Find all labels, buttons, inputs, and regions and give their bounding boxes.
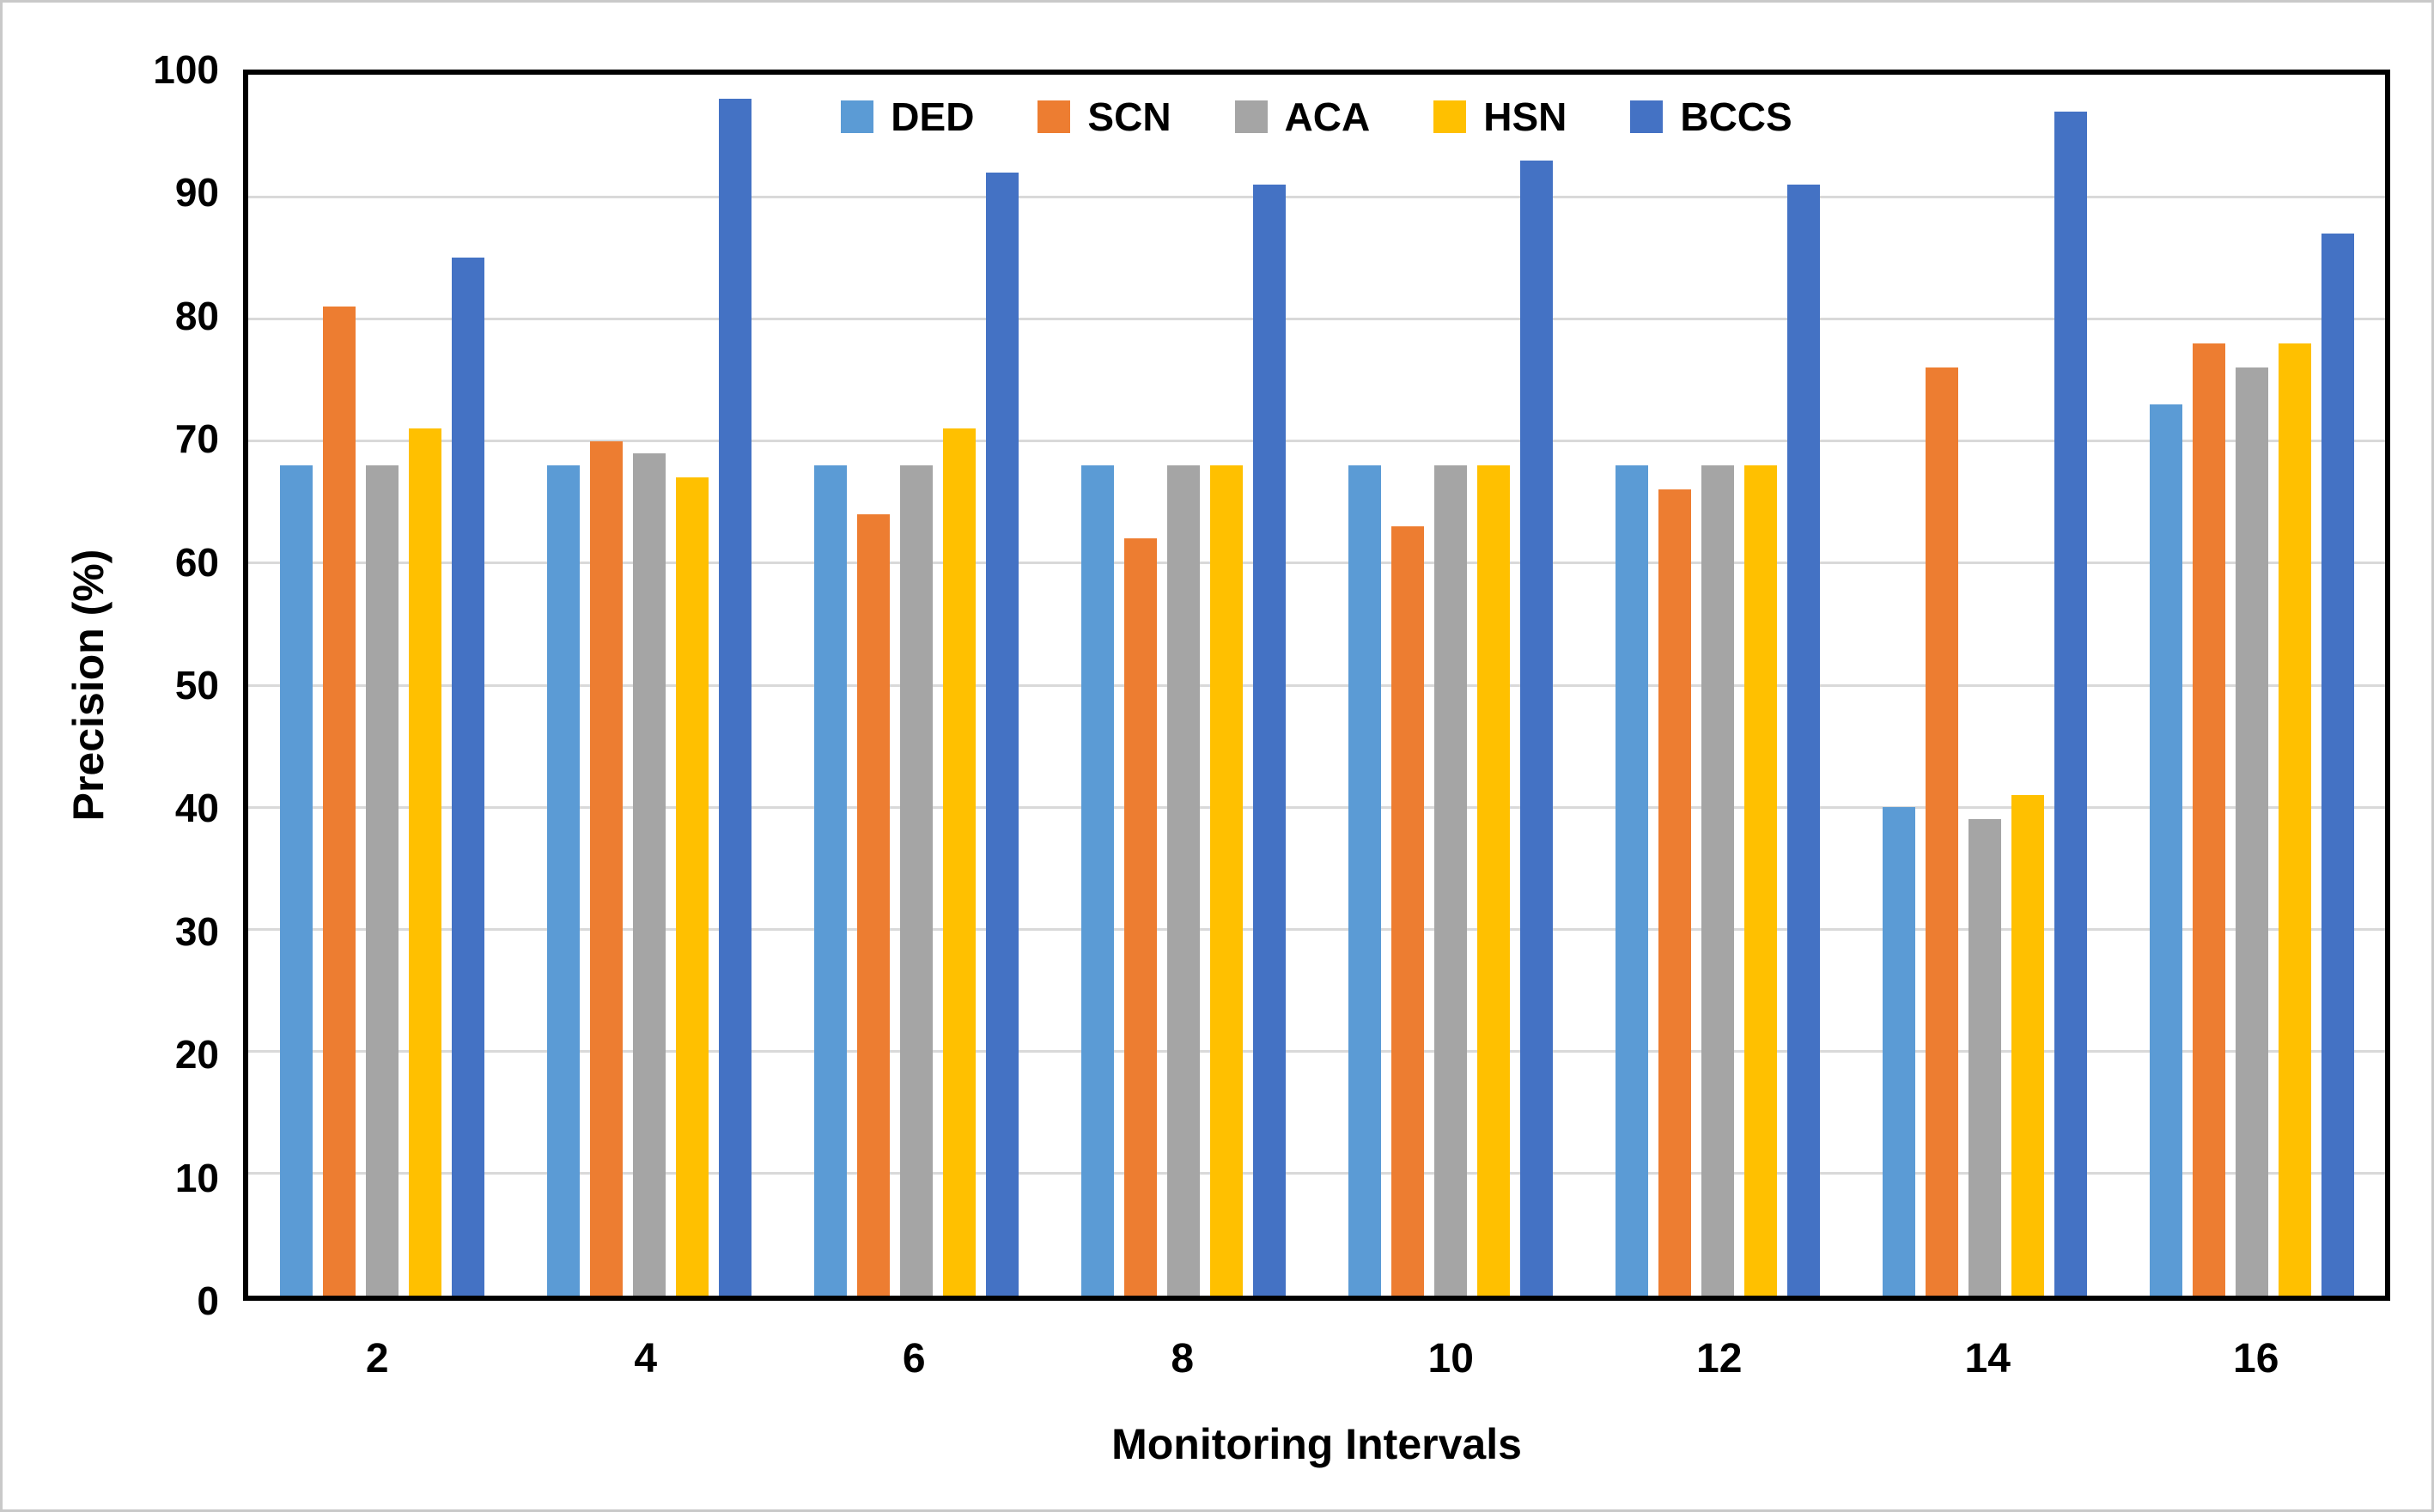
bar-hsn-x2 bbox=[408, 428, 441, 1296]
x-axis-title: Monitoring Intervals bbox=[1111, 1420, 1522, 1468]
bar-scn-x2 bbox=[322, 307, 356, 1296]
bar-bccs-x10 bbox=[1519, 160, 1553, 1296]
bar-scn-x6 bbox=[856, 513, 890, 1296]
bar-aca-x2 bbox=[365, 465, 399, 1296]
bar-scn-x14 bbox=[1925, 367, 1958, 1296]
y-tick-label: 10 bbox=[174, 1155, 219, 1200]
bar-scn-x4 bbox=[589, 440, 623, 1296]
legend-label: SCN bbox=[1087, 94, 1171, 139]
bar-group-10 bbox=[1317, 75, 1584, 1296]
bar-aca-x12 bbox=[1701, 465, 1734, 1296]
x-tick-label: 8 bbox=[1171, 1336, 1195, 1381]
bar-scn-x12 bbox=[1658, 489, 1691, 1296]
x-axis-tick-labels: 2 4 6 8 10 12 14 16 bbox=[243, 1339, 2390, 1380]
gridline bbox=[248, 562, 2385, 565]
bar-ded-x8 bbox=[1080, 465, 1114, 1296]
y-tick-label: 60 bbox=[174, 539, 219, 585]
x-tick-label: 2 bbox=[365, 1336, 389, 1381]
bar-group-14 bbox=[1851, 75, 2118, 1296]
bar-group-6 bbox=[782, 75, 1050, 1296]
bar-ded-x14 bbox=[1882, 807, 1915, 1296]
legend-item-bccs: BCCS bbox=[1630, 97, 1792, 137]
bar-aca-x8 bbox=[1166, 465, 1200, 1296]
bars-layer bbox=[248, 75, 2385, 1296]
bar-group-4 bbox=[515, 75, 782, 1296]
gridline bbox=[248, 927, 2385, 931]
legend-swatch-icon bbox=[1234, 100, 1268, 133]
y-tick-label: 20 bbox=[174, 1032, 219, 1078]
x-tick-label: 6 bbox=[902, 1336, 926, 1381]
bar-scn-x10 bbox=[1390, 526, 1424, 1296]
bar-aca-x14 bbox=[1968, 819, 2001, 1296]
legend-swatch-icon bbox=[1037, 100, 1071, 133]
bar-bccs-x14 bbox=[2054, 111, 2087, 1296]
gridline bbox=[248, 317, 2385, 320]
bar-hsn-x4 bbox=[675, 477, 709, 1296]
legend-swatch-icon bbox=[1433, 100, 1467, 133]
y-tick-label: 100 bbox=[153, 47, 219, 92]
plot-area: DED SCN ACA HSN BCCS bbox=[243, 70, 2390, 1301]
x-tick-label: 14 bbox=[1964, 1336, 2011, 1381]
gridline bbox=[248, 683, 2385, 687]
bar-aca-x4 bbox=[632, 452, 666, 1296]
bar-group-2 bbox=[248, 75, 515, 1296]
bar-ded-x6 bbox=[813, 465, 847, 1296]
gridline bbox=[248, 1050, 2385, 1054]
legend-item-ded: DED bbox=[841, 97, 974, 137]
gridline bbox=[248, 805, 2385, 809]
bar-hsn-x16 bbox=[2278, 343, 2311, 1296]
legend-label: HSN bbox=[1483, 94, 1567, 139]
gridlines-layer bbox=[248, 75, 2385, 1296]
bar-bccs-x4 bbox=[718, 99, 751, 1296]
legend-item-scn: SCN bbox=[1037, 97, 1171, 137]
legend-label: DED bbox=[891, 94, 975, 139]
y-tick-label: 90 bbox=[174, 170, 219, 216]
bar-scn-x16 bbox=[2192, 343, 2225, 1296]
bar-bccs-x2 bbox=[451, 258, 484, 1296]
y-tick-label: 50 bbox=[174, 663, 219, 707]
y-tick-label: 70 bbox=[174, 416, 219, 462]
bar-hsn-x12 bbox=[1743, 465, 1777, 1296]
legend-item-hsn: HSN bbox=[1433, 97, 1567, 137]
bar-group-8 bbox=[1050, 75, 1317, 1296]
bar-hsn-x10 bbox=[1476, 465, 1510, 1296]
legend-swatch-icon bbox=[1630, 100, 1664, 133]
gridline bbox=[248, 1172, 2385, 1175]
y-tick-label: 30 bbox=[174, 908, 219, 954]
legend-swatch-icon bbox=[841, 100, 874, 133]
legend-item-aca: ACA bbox=[1234, 94, 1371, 139]
bar-ded-x10 bbox=[1348, 465, 1381, 1296]
y-tick-label: 40 bbox=[174, 786, 219, 831]
x-tick-label: 12 bbox=[1696, 1336, 1743, 1381]
bar-ded-x4 bbox=[546, 465, 580, 1296]
legend: DED SCN ACA HSN BCCS bbox=[248, 97, 2385, 137]
bar-hsn-x14 bbox=[2011, 794, 2044, 1296]
bar-bccs-x6 bbox=[985, 172, 1019, 1296]
bar-hsn-x8 bbox=[1209, 465, 1243, 1296]
bar-ded-x16 bbox=[2149, 404, 2182, 1296]
y-axis-tick-labels: 0 10 20 30 40 50 60 70 80 90 100 bbox=[3, 50, 219, 1321]
x-tick-label: 16 bbox=[2233, 1336, 2279, 1381]
bar-bccs-x12 bbox=[1786, 184, 1820, 1296]
x-tick-label: 10 bbox=[1427, 1336, 1474, 1381]
bar-group-16 bbox=[2118, 75, 2385, 1296]
bar-scn-x8 bbox=[1123, 538, 1157, 1296]
gridline bbox=[248, 440, 2385, 443]
bar-ded-x2 bbox=[279, 465, 313, 1296]
bar-hsn-x6 bbox=[942, 428, 976, 1296]
legend-label: BCCS bbox=[1680, 94, 1792, 139]
bar-bccs-x16 bbox=[2321, 233, 2354, 1296]
y-tick-label: 80 bbox=[174, 293, 219, 338]
gridline bbox=[248, 195, 2385, 198]
bar-bccs-x8 bbox=[1252, 184, 1286, 1296]
bar-aca-x6 bbox=[899, 465, 933, 1296]
x-tick-label: 4 bbox=[634, 1336, 658, 1381]
bar-ded-x12 bbox=[1615, 465, 1648, 1296]
bar-group-12 bbox=[1584, 75, 1851, 1296]
bar-aca-x10 bbox=[1433, 465, 1467, 1296]
y-tick-label: 0 bbox=[197, 1278, 219, 1323]
legend-label: ACA bbox=[1284, 94, 1371, 139]
bar-aca-x16 bbox=[2235, 367, 2268, 1296]
